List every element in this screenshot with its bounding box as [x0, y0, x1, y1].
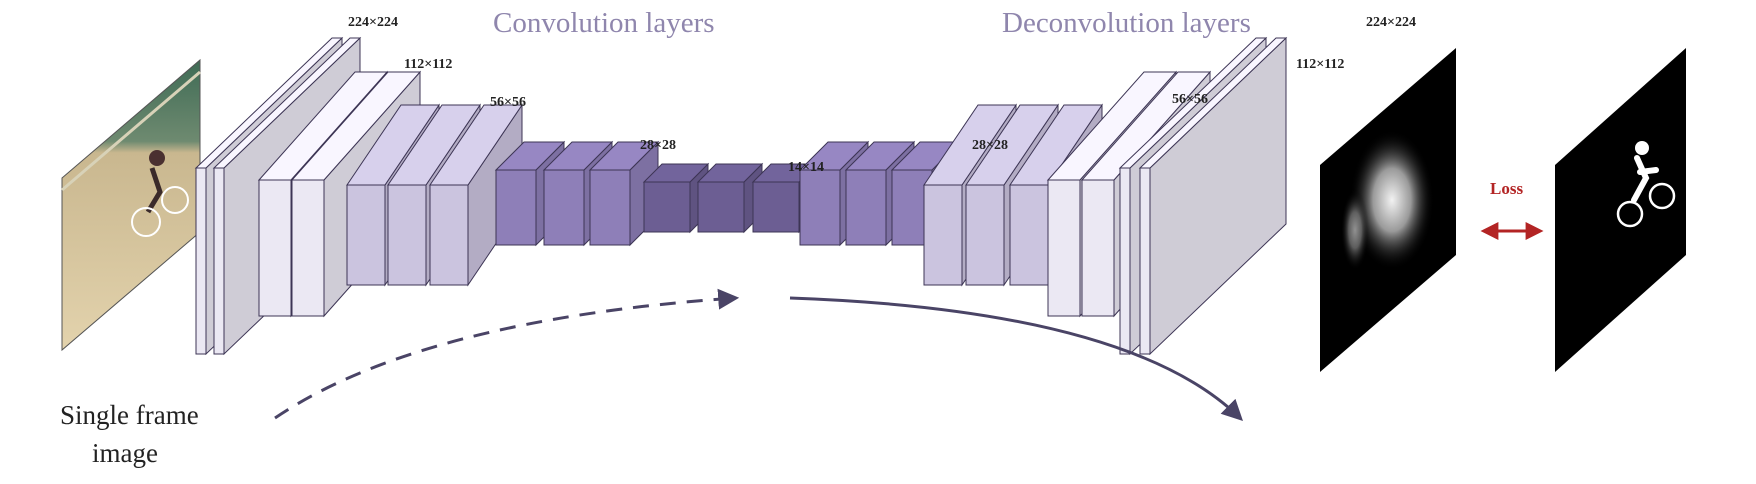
dim-label-enc-28: 28×28 [640, 138, 676, 153]
layer-block-front [543, 169, 585, 246]
layer-block-front [195, 167, 207, 355]
cyclist-head-icon [149, 150, 165, 166]
input-caption-line2: image [92, 438, 158, 468]
bike-wheel-icon [1648, 182, 1676, 210]
layer-block-front [258, 179, 292, 317]
layer-block-front [1139, 167, 1151, 355]
layer-block-front [429, 184, 469, 286]
dim-label-dec-28: 28×28 [972, 138, 1008, 153]
layer-blocks [194, 36, 1288, 356]
layer-block-front [643, 181, 691, 233]
layer-block-front [346, 184, 386, 286]
layer-block-front [387, 184, 427, 286]
layer-block-front [291, 179, 325, 317]
dim-label-dec-112: 112×112 [1296, 57, 1344, 72]
layer-block-front [923, 184, 963, 286]
layer-block-front [965, 184, 1005, 286]
dim-label-enc-224: 224×224 [348, 15, 398, 30]
cyclist-head-icon [1635, 141, 1649, 155]
layer-block-front [799, 169, 841, 246]
layer-block-front [1119, 167, 1131, 355]
encoder-flow-arrow [274, 288, 740, 420]
layer-block-front [845, 169, 887, 246]
decoder-title: Deconvolution layers [1002, 7, 1251, 39]
ground-truth-mask [1555, 48, 1686, 372]
layer-block-front [1009, 184, 1049, 286]
layer-block-front [1081, 179, 1115, 317]
dim-label-dec-56: 56×56 [1172, 92, 1208, 107]
output-prediction-map [1320, 48, 1456, 372]
layer-block-front [697, 181, 745, 233]
layer-block-front [213, 167, 225, 355]
loss-label: Loss [1490, 179, 1523, 198]
input-image [61, 58, 201, 352]
bike-wheel-icon [1616, 200, 1644, 228]
layer-block-front [589, 169, 631, 246]
encoder-title: Convolution layers [493, 7, 715, 39]
dim-label-enc-56: 56×56 [490, 95, 526, 110]
layer-block-front [495, 169, 537, 246]
layer-block-front [752, 181, 800, 233]
bike-wheel-icon [131, 207, 161, 237]
bike-wheel-icon [161, 186, 189, 214]
dim-label-mid-14: 14×14 [788, 160, 824, 175]
dim-label-dec-224: 224×224 [1366, 15, 1416, 30]
input-caption-line1: Single frame [60, 400, 199, 430]
layer-block-front [1047, 179, 1081, 317]
dim-label-enc-112: 112×112 [404, 57, 452, 72]
decoder-flow-arrow [789, 296, 1243, 421]
